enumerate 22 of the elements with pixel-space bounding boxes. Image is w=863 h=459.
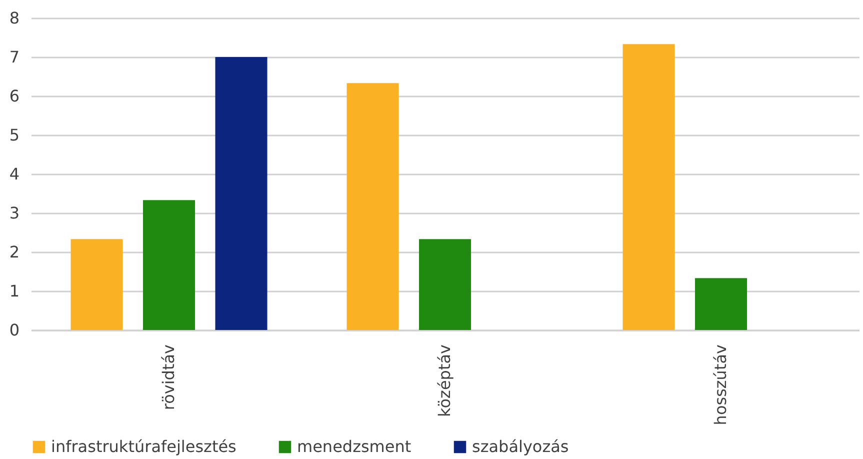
x-tick-label: hosszútáv bbox=[711, 344, 730, 426]
y-tick-label: 7 bbox=[9, 48, 20, 66]
legend-label: menedzsment bbox=[297, 437, 412, 456]
bar bbox=[346, 83, 399, 330]
x-tick-label: középtáv bbox=[435, 344, 454, 417]
legend-label: infrastruktúrafejlesztés bbox=[51, 437, 236, 456]
bar bbox=[142, 200, 196, 330]
bar bbox=[215, 57, 268, 330]
y-tick-label: 6 bbox=[9, 86, 20, 106]
y-tick-label: 3 bbox=[9, 204, 20, 222]
bar bbox=[418, 239, 472, 330]
y-tick-label: 4 bbox=[9, 164, 20, 184]
y-tick-label: 1 bbox=[9, 282, 20, 300]
bar bbox=[694, 278, 748, 330]
y-tick-label: 5 bbox=[9, 126, 20, 144]
legend-label: szabályozás bbox=[472, 437, 569, 456]
bar bbox=[70, 239, 123, 330]
x-tick-label: rövidtáv bbox=[159, 344, 178, 410]
y-tick-label: 8 bbox=[9, 8, 20, 28]
y-tick-label: 0 bbox=[9, 320, 20, 340]
y-tick-label: 2 bbox=[9, 242, 20, 262]
bar bbox=[622, 44, 675, 330]
